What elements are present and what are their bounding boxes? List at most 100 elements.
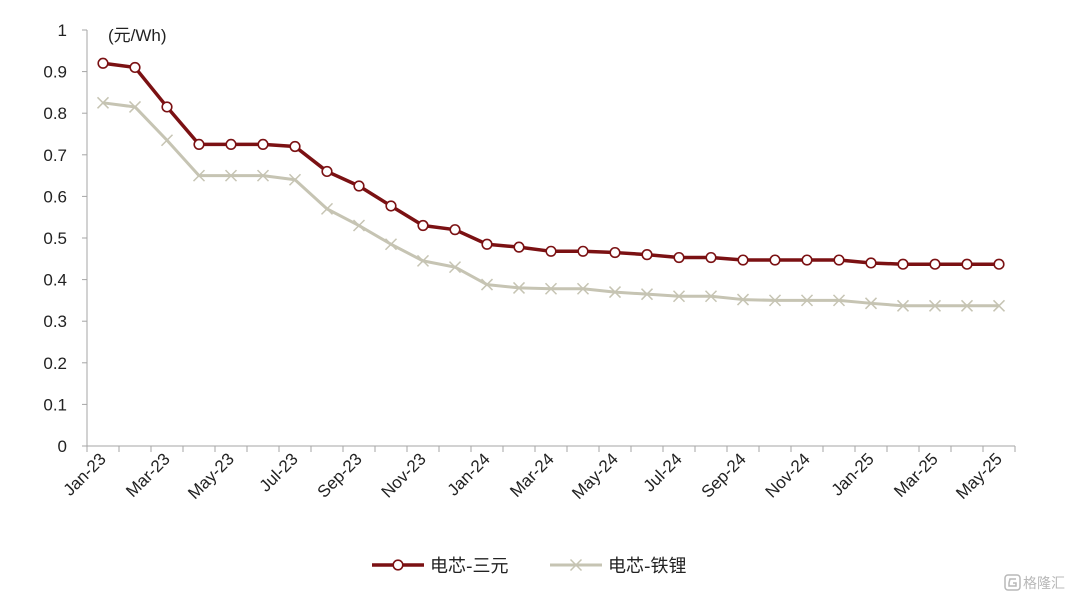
data-point (96, 96, 110, 109)
y-tick-label: 0.3 (43, 312, 67, 331)
data-point (864, 297, 878, 310)
data-point (224, 169, 238, 182)
data-point (769, 254, 781, 266)
data-point (481, 238, 493, 250)
x-tick-label: May-25 (952, 449, 1006, 503)
legend-item-1: 电芯-铁锂 (550, 556, 687, 577)
data-point (256, 169, 270, 182)
data-point (961, 258, 973, 270)
x-tick-label: Jul-23 (256, 449, 302, 495)
legend: 电芯-三元 电芯-铁锂 (372, 556, 687, 577)
data-point (384, 238, 398, 251)
y-tick-label: 0.6 (43, 187, 67, 206)
data-point (416, 254, 430, 267)
data-point (704, 290, 718, 303)
data-point (960, 299, 974, 312)
data-point (289, 140, 301, 153)
data-point (865, 257, 877, 269)
data-point (513, 241, 525, 253)
legend-item-0: 电芯-三元 (372, 556, 509, 577)
data-point (705, 251, 717, 264)
data-point (576, 282, 590, 295)
data-point (800, 294, 814, 307)
x-tick-label: Jul-24 (640, 449, 686, 495)
data-point (832, 294, 846, 307)
legend-marker (392, 559, 404, 571)
y-tick-label: 0 (58, 437, 67, 456)
data-point (97, 57, 109, 69)
series-0 (97, 57, 1005, 270)
data-point (801, 254, 813, 266)
x-tick-label: May-23 (184, 449, 238, 503)
y-tick-label: 0.1 (43, 395, 67, 414)
data-point (385, 200, 397, 212)
data-point (992, 299, 1006, 312)
y-tick-label: 0.4 (43, 271, 67, 290)
data-point (320, 202, 334, 215)
watermark: 格隆汇 (1004, 574, 1065, 592)
data-point (928, 299, 942, 312)
x-axis: Jan-23 Mar-23 May-23 Jul-23 Sep-23 Nov-23 Jan-… (60, 445, 1016, 503)
data-point (993, 258, 1005, 270)
x-tick-label: Jan-23 (60, 449, 110, 499)
x-tick-label: May-24 (568, 449, 622, 503)
x-tick-label: Nov-23 (378, 449, 430, 501)
data-point (193, 138, 205, 150)
x-tick-label: Sep-23 (314, 449, 366, 501)
data-point (833, 254, 845, 266)
series-line (102, 101, 999, 308)
data-point (897, 258, 909, 270)
data-point (608, 286, 622, 299)
data-point (736, 293, 750, 306)
x-tick-label: Jan-24 (444, 449, 494, 499)
legend-label: 电芯-铁锂 (608, 556, 687, 577)
data-point (480, 278, 494, 291)
data-point (352, 219, 366, 232)
data-point (544, 282, 558, 295)
data-point (640, 288, 654, 301)
data-point (192, 169, 206, 182)
data-point (641, 249, 653, 261)
data-point (288, 173, 302, 186)
x-tick-label: Mar-23 (122, 449, 174, 501)
y-tick-label: 1 (58, 21, 67, 40)
data-point (896, 299, 910, 312)
y-tick-label: 0.8 (43, 104, 67, 123)
data-point (545, 245, 557, 257)
gelonghui-logo-icon (1004, 574, 1021, 591)
y-unit-label: (元/Wh) (108, 26, 167, 45)
series-line (102, 61, 999, 266)
data-point (929, 258, 941, 270)
x-tick-label: Sep-24 (698, 449, 750, 501)
legend-label: 电芯-三元 (430, 556, 509, 577)
data-point (417, 219, 429, 232)
data-point (225, 138, 237, 150)
data-point (737, 254, 749, 266)
y-tick-label: 0.2 (43, 354, 67, 373)
y-tick-label: 0.9 (43, 63, 67, 82)
x-tick-label: Mar-24 (506, 449, 558, 501)
data-point (672, 290, 686, 303)
data-point (161, 101, 173, 113)
data-point (353, 180, 365, 192)
data-point (321, 165, 333, 178)
y-axis: 0 0.1 0.2 0.3 0.4 0.5 0.6 0.7 0.8 0.9 1 (43, 21, 88, 456)
data-point (129, 61, 141, 74)
data-point (673, 251, 685, 264)
watermark-text: 格隆汇 (1023, 576, 1065, 592)
data-point (128, 100, 142, 113)
data-point (257, 138, 269, 150)
x-tick-label: Mar-25 (890, 449, 942, 501)
series-1 (96, 96, 1006, 312)
data-point (609, 246, 621, 259)
y-tick-label: 0.5 (43, 229, 67, 248)
y-tick-label: 0.7 (43, 146, 67, 165)
data-point (512, 281, 526, 294)
data-point (577, 245, 589, 257)
data-point (160, 134, 174, 147)
data-point (768, 294, 782, 307)
legend-marker (569, 558, 583, 572)
x-tick-label: Jan-25 (828, 449, 878, 499)
data-point (449, 224, 461, 236)
